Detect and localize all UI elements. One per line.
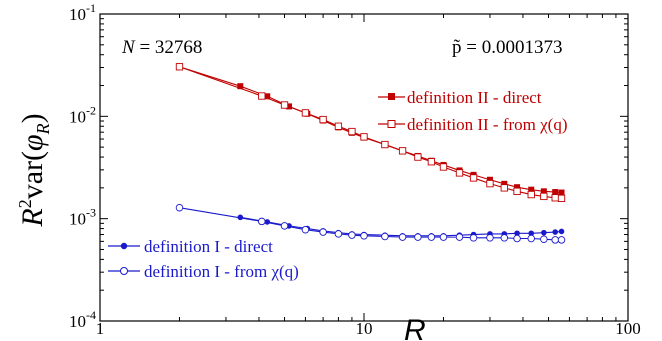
y-tick-label: 10-4 [69,308,96,331]
legend-label-I-chi: definition I - from χ(q) [144,262,299,281]
legend-marker-I-chi [120,267,128,275]
legend-marker-II-chi [387,120,396,128]
data-point [500,184,508,192]
data-point [540,188,547,195]
data-point [348,127,356,136]
legend-label-II-chi: definition II - from χ(q) [407,115,568,134]
series-3 [175,203,566,244]
data-point [427,233,436,241]
data-point [455,233,464,241]
data-point [381,140,389,149]
data-point [360,232,368,240]
data-point [398,147,407,155]
data-point [486,179,494,188]
y-axis-label: R2var(φR) [15,113,53,227]
data-point [469,174,478,182]
n-annotation: N = 32768 [121,37,202,58]
data-point [486,176,493,183]
legend-blue: definition I - direct definition I - fro… [108,237,299,281]
legend-marker-II-direct [388,93,395,100]
p-annotation: p̃ = 0.0001373 [452,37,562,58]
y-tick-label: 10-1 [69,1,96,24]
data-point [439,233,448,241]
x-tick-label: 100 [615,319,641,338]
data-point [500,234,509,242]
data-point [301,109,310,117]
y-tick-label: 10-2 [69,103,96,126]
data-point [398,233,407,241]
data-point [558,189,565,196]
axis-ticks [100,14,628,321]
x-tick-label: 1 [96,319,105,338]
data-point [360,133,368,141]
data-point [513,187,521,195]
data-point [552,229,559,235]
data-point [439,163,448,171]
data-point [319,228,327,236]
data-point [319,115,327,124]
data-point [557,236,566,244]
data-point [514,184,521,191]
data-point [348,231,356,239]
legend-label-I-direct: definition I - direct [144,237,273,256]
data-point [540,235,548,243]
data-point [334,230,343,238]
data-point [280,222,289,230]
data-point [264,93,271,100]
data-point [541,229,547,236]
data-point [381,232,389,241]
series-1 [175,63,566,202]
data-point [513,234,521,243]
data-point [455,169,464,177]
data-point [527,190,535,199]
axis-tick-labels: 1 10 100 10-4 10-3 10-2 10-1 [69,1,641,338]
data-point [528,230,535,237]
legend-marker-I-direct [120,242,128,250]
y-tick-label: 10-3 [69,206,96,229]
y-axis-label-text: R2var(φR) [15,113,53,227]
data-point [528,186,535,193]
data-point [469,234,478,242]
data-point [557,194,566,202]
legend-red: definition II - direct definition II - f… [378,88,568,134]
data-point [540,192,548,201]
data-point [486,234,494,242]
data-point [501,180,508,187]
data-point [551,194,559,202]
data-point [175,203,184,212]
x-axis-label: R [404,314,426,341]
x-tick-label: 10 [356,319,373,338]
data-point [527,234,535,243]
data-point [552,189,559,196]
series-layer [175,63,566,244]
series-line [179,66,562,199]
data-point [175,63,184,71]
data-point [258,217,266,226]
data-point [414,153,422,161]
data-point [334,122,343,130]
data-point [514,230,520,237]
data-point [551,236,559,244]
data-point [237,83,244,90]
series-line [179,207,562,241]
data-point [414,233,422,241]
data-point [427,158,436,166]
data-point [301,225,310,234]
series-line [240,216,562,237]
data-point [258,92,266,100]
legend-label-II-direct: definition II - direct [407,88,542,107]
data-point [558,228,565,235]
data-point [280,101,289,109]
